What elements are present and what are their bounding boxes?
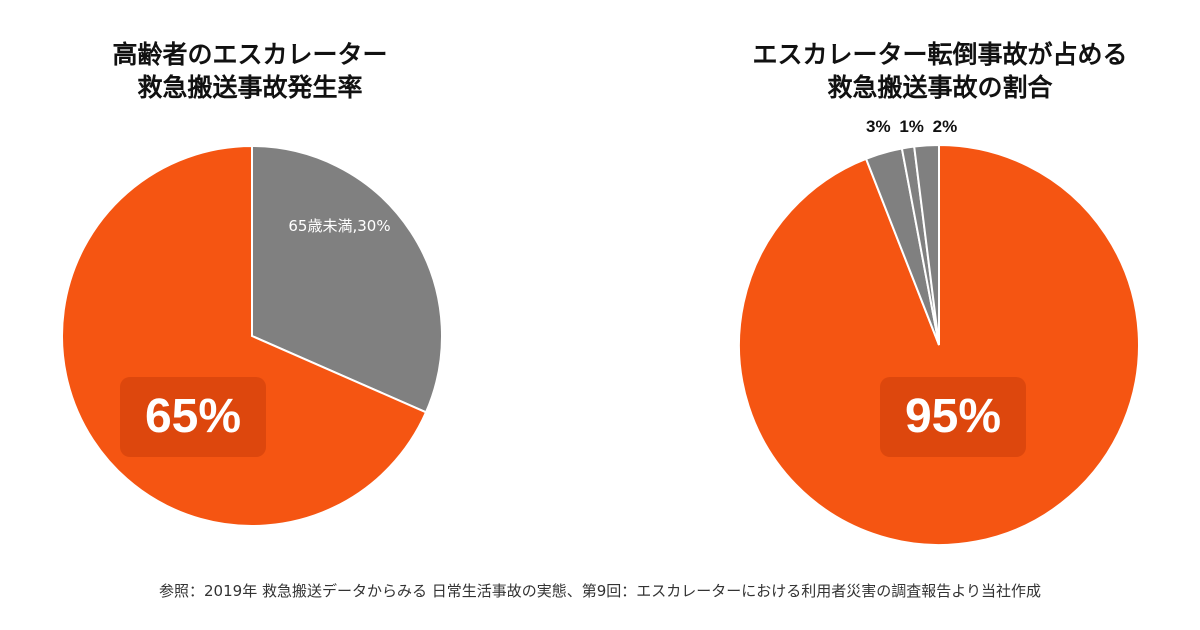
left-pie-chart: 65歳未満,30% <box>61 144 443 527</box>
slice-label-3pct: 3% <box>866 117 891 136</box>
right-small-slice-labels: 3% 1% 2% <box>866 117 996 137</box>
right-center-label: 95% <box>880 377 1026 457</box>
source-footnote: 参照：2019年 救急搬送データからみる 日常生活事故の実態、第9回：エスカレー… <box>159 582 1041 600</box>
left-center-label: 65% <box>120 377 266 457</box>
right-pie-slice-3 <box>913 143 940 346</box>
right-pie-chart <box>738 143 1140 546</box>
left-pie-slice-label: 65歳未満,30% <box>288 217 390 235</box>
slice-label-1pct: 1% <box>899 117 924 136</box>
left-pie-slice-0 <box>251 144 443 414</box>
slice-label-2pct: 2% <box>932 117 958 136</box>
right-chart-title: エスカレーター転倒事故が占める 救急搬送事故の割合 <box>752 40 1128 102</box>
left-chart-title: 高齢者のエスカレーター 救急搬送事故発生率 <box>112 40 388 102</box>
